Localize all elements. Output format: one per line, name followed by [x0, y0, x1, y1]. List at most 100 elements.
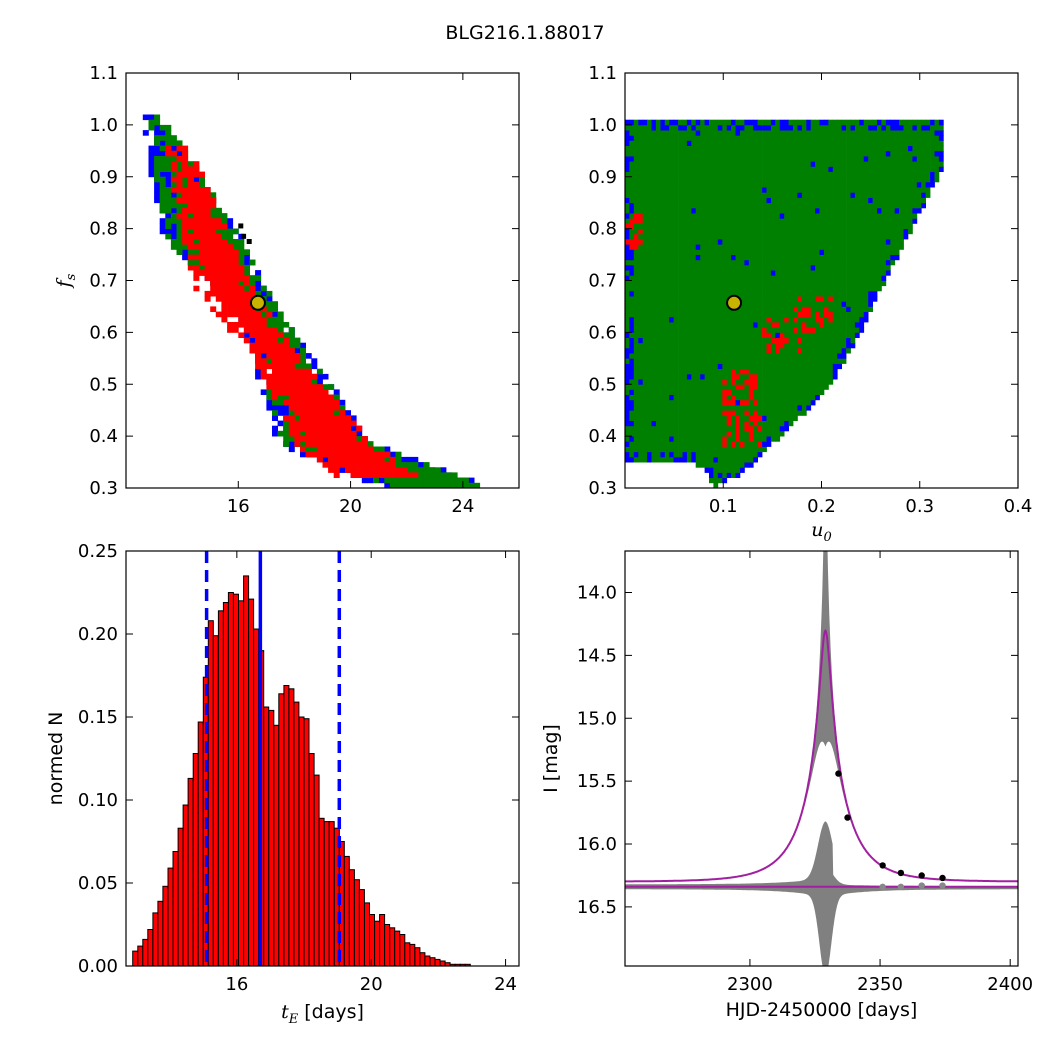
heatmap-cell	[770, 342, 776, 349]
heatmap-cell	[784, 420, 789, 427]
heatmap-cell	[243, 264, 250, 271]
heatmap-cell	[810, 296, 816, 302]
heatmap-cell	[294, 347, 301, 354]
heatmap-cell	[700, 254, 705, 261]
heatmap-cell	[819, 264, 825, 271]
heatmap-cell	[673, 410, 679, 416]
heatmap-cell	[744, 280, 750, 287]
heatmap-cell	[832, 207, 838, 214]
heatmap-cell	[249, 327, 256, 333]
heatmap-cell	[709, 353, 714, 359]
heatmap-cell	[154, 192, 161, 198]
heatmap-cell	[170, 176, 177, 183]
heatmap-cell	[846, 280, 851, 287]
heatmap-cell	[686, 280, 692, 287]
heatmap-cell	[713, 342, 719, 349]
heatmap-cell	[642, 306, 648, 312]
heatmap-cell	[766, 285, 772, 292]
heatmap-cell	[810, 394, 816, 401]
heatmap-cell	[832, 337, 838, 344]
heatmap-cell	[788, 306, 794, 312]
heatmap-cell	[669, 389, 674, 395]
heatmap-cell	[642, 280, 648, 287]
heatmap-cell	[333, 420, 340, 427]
heatmap-cell	[793, 244, 798, 250]
heatmap-cell	[801, 363, 807, 370]
heatmap-cell	[713, 472, 719, 478]
heatmap-cell	[288, 384, 295, 390]
heatmap-cell	[810, 363, 816, 370]
heatmap-cell	[322, 430, 329, 437]
heatmap-cell	[846, 264, 851, 271]
heatmap-cell	[828, 358, 834, 364]
heatmap-cell	[784, 259, 789, 266]
heatmap-cell	[451, 477, 458, 484]
heatmap-cell	[260, 373, 267, 380]
heatmap-cell	[824, 259, 829, 266]
heatmap-cell	[740, 187, 745, 193]
heatmap-cell	[748, 430, 754, 437]
heatmap-cell	[328, 410, 335, 416]
heatmap-cell	[170, 197, 177, 204]
heatmap-cell	[633, 389, 639, 395]
heatmap-cell	[232, 249, 239, 255]
heatmap-cell	[678, 347, 683, 354]
heatmap-cell	[731, 290, 736, 297]
heatmap-cell	[673, 436, 679, 442]
heatmap-cell	[412, 482, 419, 489]
heatmap-cell	[704, 399, 710, 406]
heatmap-cell	[678, 223, 683, 229]
heatmap-cell	[748, 358, 754, 364]
heatmap-cell	[762, 264, 767, 271]
heatmap-cell	[912, 197, 918, 204]
heatmap-cell	[784, 347, 789, 354]
heatmap-cell	[859, 301, 865, 307]
heatmap-cell	[328, 441, 335, 447]
heatmap-cell	[255, 342, 262, 349]
heatmap-cell	[176, 150, 183, 157]
heatmap-cell	[669, 327, 674, 333]
heatmap-cell	[232, 259, 239, 266]
heatmap-cell	[165, 124, 172, 131]
heatmap-cell	[165, 192, 172, 198]
heatmap-cell	[717, 368, 723, 375]
heatmap-cell	[159, 124, 166, 131]
heatmap-cell	[766, 327, 772, 333]
heatmap-cell	[187, 254, 194, 261]
heatmap-cell	[797, 213, 803, 219]
heatmap-cell	[655, 213, 661, 219]
heatmap-cell	[722, 171, 728, 178]
heatmap-cell	[673, 301, 679, 307]
heatmap-cell	[673, 430, 679, 437]
heatmap-cell	[832, 171, 838, 178]
heatmap-cell	[350, 472, 357, 478]
heatmap-cell	[625, 342, 630, 349]
heatmap-cell	[288, 441, 295, 447]
heatmap-cell	[815, 275, 820, 281]
heatmap-cell	[748, 322, 754, 328]
heatmap-cell	[283, 322, 290, 328]
heatmap-cell	[806, 218, 812, 224]
heatmap-cell	[717, 285, 723, 292]
heatmap-cell	[633, 405, 639, 411]
heatmap-cell	[316, 451, 323, 458]
heatmap-cell	[757, 384, 763, 390]
heatmap-cell	[881, 239, 887, 245]
heatmap-cell	[819, 316, 825, 323]
heatmap-cell	[176, 156, 183, 162]
heatmap-cell	[695, 410, 701, 416]
heatmap-cell	[695, 176, 701, 183]
heatmap-cell	[642, 301, 648, 307]
heatmap-cell	[227, 239, 234, 245]
heatmap-cell	[660, 451, 666, 458]
heatmap-cell	[793, 275, 798, 281]
heatmap-cell	[629, 327, 635, 333]
heatmap-cell	[815, 327, 820, 333]
heatmap-cell	[682, 244, 688, 250]
heatmap-cell	[854, 171, 860, 178]
heatmap-cell	[819, 254, 825, 261]
heatmap-cell	[673, 192, 679, 198]
heatmap-cell	[722, 296, 728, 302]
heatmap-cell	[691, 425, 697, 432]
heatmap-cell	[238, 311, 245, 318]
